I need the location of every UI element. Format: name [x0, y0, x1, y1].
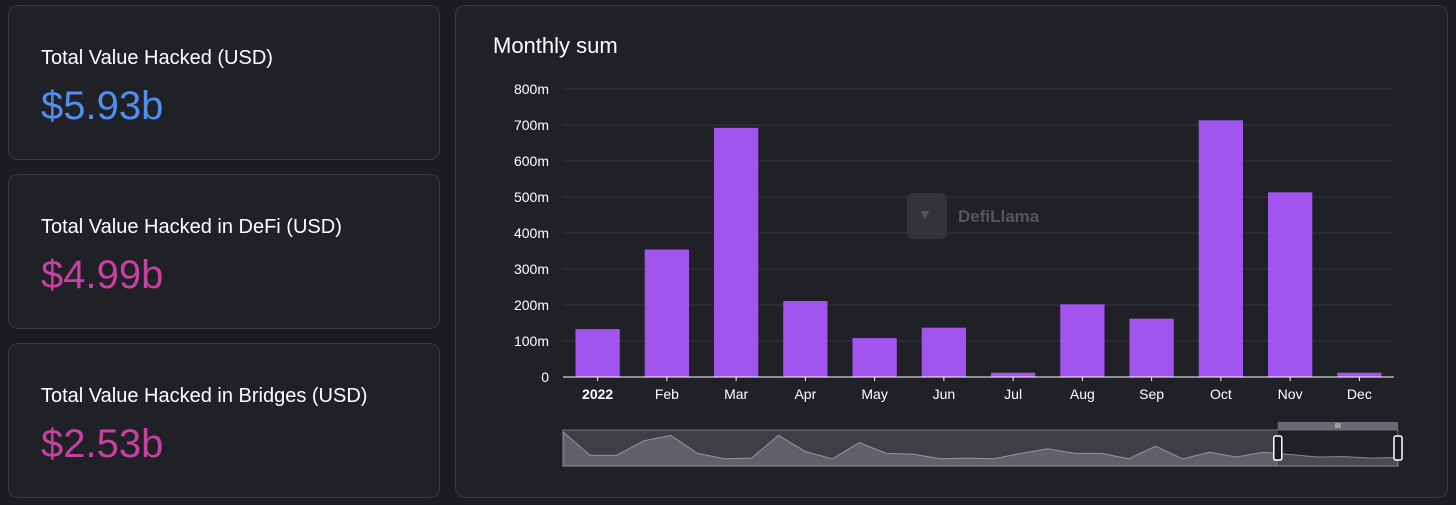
y-tick-label: 100m — [514, 333, 549, 349]
x-tick-label: Aug — [1070, 386, 1095, 402]
y-tick-label: 300m — [514, 261, 549, 277]
y-tick-label: 700m — [514, 117, 549, 133]
stat-card-defi: Total Value Hacked in DeFi (USD) $4.99b — [8, 174, 440, 329]
zoom-unselected-region — [563, 430, 1278, 466]
y-tick-label: 0 — [541, 369, 549, 385]
chart-title: Monthly sum — [493, 33, 618, 58]
y-tick-label: 400m — [514, 225, 549, 241]
monthly-sum-chart: 0 100m 200m 300m 400m 500m 600m 700m 800m ▼ Defi… — [514, 81, 1403, 467]
y-tick-label: 500m — [514, 189, 549, 205]
chart-panel: Monthly sum 0 100m 200m 300m 400m 500m 600m 700… — [455, 5, 1448, 498]
overview-area — [562, 430, 1399, 467]
y-tick-label: 200m — [514, 297, 549, 313]
x-tick-label: Jun — [933, 386, 956, 402]
stat-value-defi: $4.99b — [41, 253, 164, 297]
zoom-handle-left[interactable] — [1273, 435, 1283, 461]
bar-jul[interactable] — [990, 372, 1036, 377]
defillama-watermark: ▼ DefiLlama — [907, 193, 1040, 239]
stat-label-total: Total Value Hacked (USD) — [41, 47, 273, 69]
svg-text:▼: ▼ — [918, 206, 932, 222]
y-axis-ticks: 0 100m 200m 300m 400m 500m 600m 700m 800m — [514, 81, 549, 385]
bar-2022[interactable] — [575, 329, 620, 377]
x-tick-label: Jul — [1004, 386, 1022, 402]
stat-value-bridges: $2.53b — [41, 422, 164, 466]
bar-dec[interactable] — [1337, 372, 1382, 377]
bars — [575, 120, 1382, 377]
bar-aug[interactable] — [1060, 304, 1105, 377]
zoom-grip-icon[interactable]: III — [1335, 423, 1341, 430]
x-tick-label: Apr — [794, 386, 816, 402]
y-tick-label: 600m — [514, 153, 549, 169]
bar-sep[interactable] — [1129, 318, 1174, 377]
bar-may[interactable] — [852, 338, 897, 377]
stat-card-bridges: Total Value Hacked in Bridges (USD) $2.5… — [8, 343, 440, 498]
x-axis-ticks: 2022 Feb Mar Apr May Jun Jul Aug Sep Oct Nov Dec — [582, 377, 1372, 402]
llama-logo-icon — [907, 193, 947, 239]
x-tick-label: Oct — [1210, 386, 1232, 402]
stat-card-total: Total Value Hacked (USD) $5.93b — [8, 5, 440, 160]
x-tick-label: Dec — [1347, 386, 1372, 402]
bar-oct[interactable] — [1198, 120, 1244, 377]
bar-apr[interactable] — [783, 301, 828, 377]
y-tick-label: 800m — [514, 81, 549, 97]
stat-label-defi: Total Value Hacked in DeFi (USD) — [41, 216, 342, 238]
zoom-move-bar[interactable] — [1277, 422, 1398, 430]
x-tick-label: May — [861, 386, 887, 402]
bar-nov[interactable] — [1267, 192, 1313, 377]
watermark-text: DefiLlama — [958, 207, 1040, 226]
stat-value-total: $5.93b — [41, 84, 164, 128]
bar-mar[interactable] — [713, 127, 759, 377]
x-tick-label: Sep — [1139, 386, 1164, 402]
bar-feb[interactable] — [644, 249, 690, 377]
zoom-slider[interactable]: III — [562, 422, 1403, 467]
grid-lines — [563, 88, 1394, 342]
x-tick-label: Feb — [655, 386, 679, 402]
x-tick-label: Mar — [724, 386, 748, 402]
x-tick-label: Nov — [1278, 386, 1303, 402]
zoom-handle-right[interactable] — [1393, 435, 1403, 461]
x-tick-label: 2022 — [582, 386, 613, 402]
bar-jun[interactable] — [921, 327, 967, 377]
stat-label-bridges: Total Value Hacked in Bridges (USD) — [41, 385, 368, 407]
